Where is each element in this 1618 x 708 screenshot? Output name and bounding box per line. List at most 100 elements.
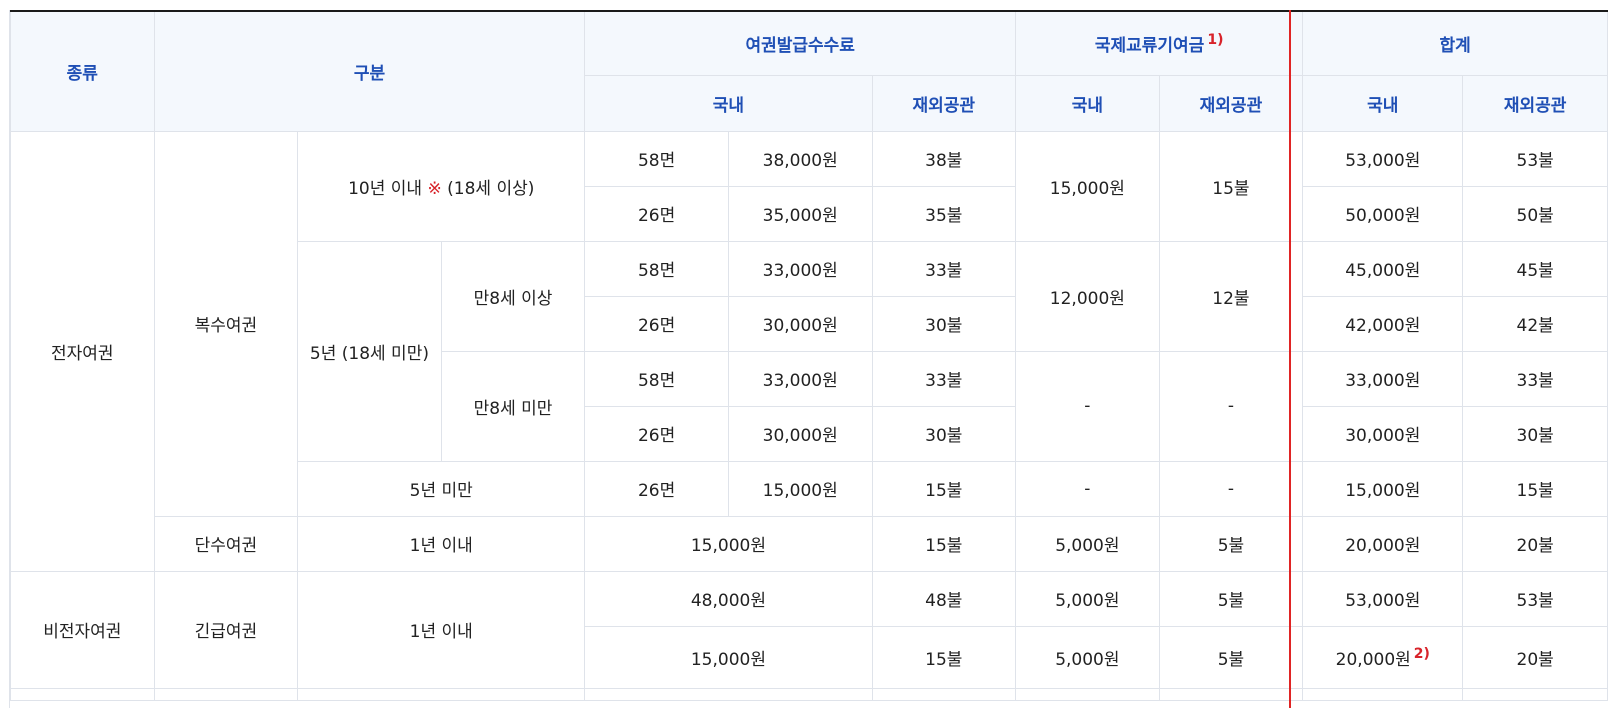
age-8-under: 만8세 미만	[440, 350, 586, 462]
fee-domestic-cell: 30,000원	[727, 405, 873, 462]
fee-overseas-cell: 33불	[871, 240, 1017, 297]
fee-overseas-cell: 15불	[871, 460, 1017, 517]
footnote-2-marker[interactable]: 2)	[1413, 645, 1430, 662]
header-intl-fund: 국제교류기여금 1)	[1015, 10, 1304, 76]
table-row: 비전자여권 긴급여권 1년 이내 48,000원 48불 5,000원 5불 5…	[10, 570, 1608, 689]
total-overseas-cell: 50불	[1462, 185, 1608, 242]
fee-overseas-cell: 35불	[871, 185, 1017, 242]
table-row-partial	[10, 687, 1608, 701]
fund-overseas-cell: 5불	[1158, 515, 1304, 572]
header-intl-fund-label: 국제교류기여금	[1094, 35, 1205, 56]
total-domestic-cell: 33,000원	[1302, 350, 1464, 407]
period-emergency-within-1: 1년 이내	[297, 570, 586, 689]
total-overseas-cell: 53불	[1462, 130, 1608, 187]
fee-overseas-cell: 38불	[871, 130, 1017, 187]
table-row: 26면 35,000원 35불 50,000원 50불	[11, 185, 1608, 242]
fee-overseas-cell: 30불	[871, 295, 1017, 352]
total-overseas-cell: 20불	[1462, 515, 1608, 572]
pages-cell: 26면	[584, 185, 729, 242]
fund-domestic-cell: 5,000원	[1015, 515, 1160, 572]
header-fund-domestic: 국내	[1015, 74, 1160, 132]
total-domestic-cell: 45,000원	[1302, 240, 1464, 297]
pages-cell: 26면	[584, 295, 729, 352]
header-total-overseas: 재외공관	[1462, 74, 1608, 132]
fee-domestic-cell: 30,000원	[727, 295, 873, 352]
table-row: 단수여권 1년 이내 15,000원 15불 5,000원 5불 20,000원…	[11, 515, 1608, 572]
period-ten-year-label: 10년 이내	[348, 178, 423, 199]
fee-domestic-cell: 48,000원	[584, 570, 873, 627]
fee-overseas-cell: 48불	[871, 570, 1017, 627]
fee-overseas-cell: 15불	[871, 515, 1017, 572]
table-row: 만8세 미만 58면 33,000원 33불 - - 33,000원 33불	[11, 350, 1608, 462]
fee-domestic-cell: 15,000원	[727, 460, 873, 517]
total-overseas-cell: 30불	[1462, 405, 1608, 462]
header-fee-domestic: 국내	[584, 74, 873, 132]
fund-domestic-cell: 5,000원	[1015, 625, 1160, 689]
table-row: 26면 30,000원 30불 30,000원 30불	[11, 405, 1608, 462]
total-overseas-cell: 42불	[1462, 295, 1608, 352]
pages-cell: 58면	[584, 130, 729, 187]
fund-domestic-cell: 15,000원	[1015, 130, 1160, 242]
pages-cell: 26면	[584, 460, 729, 517]
fee-overseas-cell: 15불	[871, 625, 1017, 689]
age-8-over: 만8세 이상	[440, 240, 586, 352]
footnote-1-marker[interactable]: 1)	[1207, 32, 1224, 49]
total-overseas-cell: 20불	[1462, 625, 1608, 689]
total-domestic-cell: 50,000원	[1302, 185, 1464, 242]
header-fund-overseas: 재외공관	[1158, 74, 1304, 132]
left-border	[9, 10, 10, 708]
header-row-2: 국내 재외공관 국내 재외공관 국내 재외공관	[11, 74, 1608, 132]
total-overseas-cell: 45불	[1462, 240, 1608, 297]
table-row: 전자여권 복수여권 10년 이내 ※ (18세 이상) 58면 38,000원 …	[10, 130, 1608, 572]
pages-cell: 58면	[584, 240, 729, 297]
period-five-year: 5년 (18세 미만)	[297, 240, 442, 462]
total-domestic-cell: 53,000원	[1302, 570, 1464, 627]
fee-domestic-cell: 15,000원	[584, 515, 873, 572]
category-multiple: 복수여권	[153, 130, 299, 517]
reference-mark: ※	[427, 178, 442, 199]
period-ten-year-age: (18세 이상)	[447, 178, 535, 199]
header-issue-fee: 여권발급수수료	[584, 10, 1017, 76]
passport-fee-table: 종류 구분 여권발급수수료 국제교류기여금 1) 합계 국내 재외공관 국내 재외…	[10, 10, 1608, 701]
table-row: 5년 (18세 미만) 만8세 이상 58면 33,000원 33불 12,00…	[11, 240, 1608, 462]
total-overseas-cell: 53불	[1462, 570, 1608, 627]
total-domestic-cell: 20,000원 2)	[1302, 625, 1464, 689]
category-single: 단수여권	[153, 515, 299, 572]
pages-cell: 26면	[584, 405, 729, 462]
fee-domestic-cell: 38,000원	[727, 130, 873, 187]
header-total-domestic: 국내	[1302, 74, 1464, 132]
fund-overseas-cell: 12불	[1158, 240, 1304, 352]
header-type: 종류	[10, 10, 155, 132]
fee-domestic-cell: 33,000원	[727, 240, 873, 297]
total-column-divider	[1289, 10, 1291, 708]
total-domestic-cell: 30,000원	[1302, 405, 1464, 462]
category-emergency: 긴급여권	[153, 570, 299, 689]
period-within-1: 1년 이내	[297, 515, 586, 572]
total-domestic-value: 20,000원	[1335, 649, 1411, 670]
header-row-1: 종류 구분 여권발급수수료 국제교류기여금 1) 합계	[10, 10, 1608, 132]
header-total: 합계	[1302, 10, 1608, 76]
fund-domestic-cell: -	[1015, 460, 1160, 517]
fund-domestic-cell: 12,000원	[1015, 240, 1160, 352]
table-row: 5년 미만 26면 15,000원 15불 - - 15,000원 15불	[11, 460, 1608, 517]
fee-domestic-cell: 35,000원	[727, 185, 873, 242]
fee-domestic-cell: 33,000원	[727, 350, 873, 407]
header-fee-overseas: 재외공관	[871, 74, 1017, 132]
table-row: 26면 30,000원 30불 42,000원 42불	[11, 295, 1608, 352]
passport-fee-table-container: 종류 구분 여권발급수수료 국제교류기여금 1) 합계 국내 재외공관 국내 재외…	[10, 10, 1608, 701]
period-ten-year: 10년 이내 ※ (18세 이상)	[297, 130, 586, 242]
fee-overseas-cell: 30불	[871, 405, 1017, 462]
total-overseas-cell: 15불	[1462, 460, 1608, 517]
total-overseas-cell: 33불	[1462, 350, 1608, 407]
period-under-5: 5년 미만	[297, 460, 586, 517]
total-domestic-cell: 42,000원	[1302, 295, 1464, 352]
total-domestic-cell: 53,000원	[1302, 130, 1464, 187]
fund-overseas-cell: 5불	[1158, 625, 1304, 689]
header-category: 구분	[153, 10, 586, 132]
fund-overseas-cell: -	[1158, 350, 1304, 462]
total-domestic-cell: 20,000원	[1302, 515, 1464, 572]
fee-overseas-cell: 33불	[871, 350, 1017, 407]
pages-cell: 58면	[584, 350, 729, 407]
fund-overseas-cell: 15불	[1158, 130, 1304, 242]
table-row: 15,000원 15불 5,000원 5불 20,000원 2) 20불	[11, 625, 1608, 689]
